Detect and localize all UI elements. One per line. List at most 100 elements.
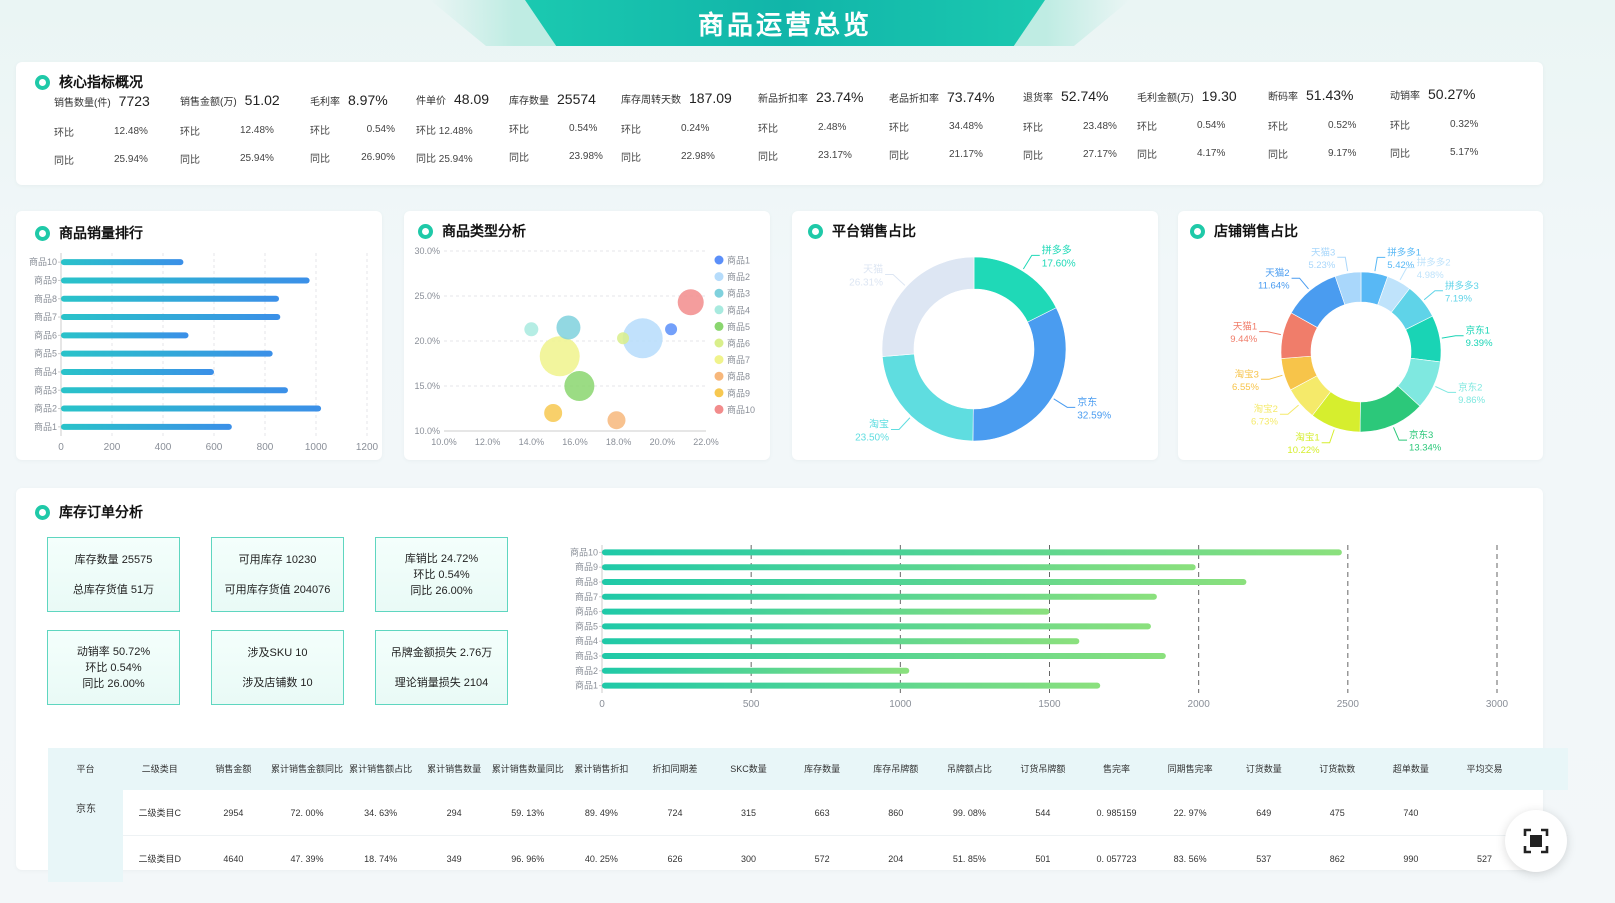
stat-line-1: 吊牌金额损失 2.76万 (390, 646, 493, 659)
slice-name-label: 淘宝3 (1235, 368, 1259, 380)
slice-name-label: 拼多多 (1042, 243, 1072, 256)
label-leader (1337, 256, 1349, 272)
y-tick-label: 商品2 (34, 403, 57, 414)
stat-line-2: 环比 0.54% (413, 568, 470, 581)
platform-share-chart: 拼多多 17.60% 京东 32.59% 淘宝 23.50% 天猫 26.31% (849, 243, 1111, 443)
label-leader (1374, 256, 1386, 272)
table-cell: 475 (1329, 807, 1345, 818)
kpi-hb-label: 环比 (1268, 121, 1288, 133)
bar (602, 579, 1247, 585)
table-header-cell: 累计销售数量 (427, 764, 482, 774)
bubble-point (607, 411, 626, 430)
table-header-cell: 同期售完率 (1167, 764, 1213, 774)
table-cell: 99. 08% (952, 807, 986, 818)
kpi-value: 25574 (557, 90, 596, 107)
type-analysis-title: 商品类型分析 (418, 221, 526, 241)
slice-value-label: 9.44% (1230, 334, 1257, 345)
kpi-tb-row: 同比 25.94% (54, 145, 164, 173)
label-leader (1291, 277, 1309, 290)
kpi-hb-row: 环比 0.54% (509, 115, 604, 143)
label-leader (1053, 398, 1076, 408)
kpi-hb-row: 环比 0.52% (1268, 111, 1363, 139)
table-header-cell: 累计销售额占比 (349, 764, 413, 774)
legend-label: 商品3 (727, 288, 750, 299)
kpi-hb-row: 环比 0.54% (1137, 112, 1242, 140)
inventory-title: 库存订单分析 (35, 502, 143, 522)
table-header: 平台 二级类目 销售金额 累计销售金额同比 累计销售额占比 累计销售数量 累计销售数量同比累… (48, 748, 1568, 790)
table-cell: 740 (1403, 807, 1419, 818)
table-header-cell: 累计销售折扣 (574, 764, 629, 774)
table-cell: 47. 39% (290, 854, 324, 864)
label-leader (1321, 429, 1335, 444)
kpi-item: 库存周转天数 187.09 环比 0.24% 同比 22.98% (621, 90, 732, 170)
kpi-tb-label: 同比 (1137, 150, 1157, 162)
kpi-item: 退货率 52.74% 环比 23.48% 同比 27.17% (1023, 88, 1123, 168)
x-tick-label: 1500 (1038, 699, 1061, 710)
stat-line-1: 库存数量 25575 (74, 553, 153, 566)
slice-name-label: 天猫1 (1233, 321, 1257, 333)
kpi-item: 毛利率 8.97% 环比 0.54% 同比 26.90% (310, 92, 395, 172)
kpi-label: 件单价 (416, 96, 446, 108)
table-cell: 40. 25% (584, 854, 618, 864)
kpi-hb-label: 环比 (1023, 122, 1043, 134)
bar (61, 295, 280, 302)
y-tick-label: 商品2 (575, 665, 598, 676)
legend-label: 商品5 (727, 321, 750, 332)
slice-name-label: 拼多多2 (1417, 257, 1451, 269)
kpi-hb-label: 环比 (180, 126, 200, 138)
sales-rank-title: 商品销量排行 (35, 223, 143, 243)
table-cell: 二级类目D (138, 854, 182, 864)
y-tick-label: 商品8 (34, 293, 57, 304)
kpi-item: 断码率 51.43% 环比 0.52% 同比 9.17% (1268, 87, 1363, 167)
kpi-hb-value: 0.54% (366, 124, 395, 136)
bar (602, 638, 1080, 645)
x-tick-label: 18.0% (606, 437, 632, 447)
x-tick-label: 2000 (1188, 699, 1211, 710)
fullscreen-icon (1523, 828, 1549, 854)
kpi-item: 销售数量(件) 7723 环比 12.48% 同比 25.94% (54, 93, 164, 173)
y-tick-label: 20.0% (414, 336, 440, 346)
inventory-bar-chart: 0 500 1000 1500 2000 2500 3000 商品1 商品2 商品3 商品4 商品5 商… (570, 545, 1509, 710)
kpi-tb-value: 25.94% (240, 152, 274, 164)
x-tick-label: 16.0% (562, 437, 588, 447)
table-cell: 0. 057723 (1096, 854, 1137, 864)
ring-icon (1190, 223, 1205, 239)
stat-line-2: 环比 0.54% (85, 661, 142, 674)
slice-value-label: 5.42% (1387, 260, 1414, 271)
slice-name-label: 拼多多3 (1445, 280, 1479, 292)
kpi-label: 库存周转天数 (621, 95, 681, 106)
kpi-main-row: 退货率 52.74% (1023, 88, 1123, 112)
kpi-hb-value: 23.48% (1083, 120, 1117, 132)
table-cell: 300 (741, 854, 757, 864)
kpi-hb-row: 环比 0.24% (621, 114, 731, 142)
ring-icon (418, 223, 433, 239)
kpi-value: 48.09 (454, 91, 490, 108)
fullscreen-button[interactable] (1505, 810, 1567, 872)
legend-marker (714, 288, 724, 298)
kpi-tb-row: 同比 5.17% (1390, 138, 1490, 166)
stat-line-2: 理论销量损失 2104 (394, 676, 489, 689)
legend-marker (714, 355, 724, 365)
table-cell: 663 (814, 807, 830, 818)
kpi-main-row: 新品折扣率 23.74% (758, 89, 873, 113)
slice-name-label: 淘宝2 (1254, 403, 1278, 415)
legend-marker (714, 321, 724, 331)
kpi-tb-label: 同比 (1023, 150, 1043, 162)
x-tick-label: 12.0% (475, 437, 501, 447)
kpi-hb-value: 0.54% (1197, 120, 1226, 132)
y-tick-label: 商品1 (575, 680, 598, 691)
kpi-value: 7723 (118, 93, 150, 109)
stat-line-1: 动销率 50.72% (76, 645, 151, 658)
stat-line-2: 涉及店铺数 10 (242, 676, 313, 689)
table-cell: 649 (1256, 807, 1272, 818)
bubble-point (677, 289, 704, 316)
kpi-main-row: 库存数量 25574 (509, 91, 604, 115)
stat-line-3: 同比 26.00% (82, 677, 145, 690)
bar (61, 277, 310, 284)
kpi-tb-value: 22.98% (681, 150, 715, 162)
bubble-point (622, 318, 663, 359)
kpi-tb-row: 同比 21.17% (889, 141, 1004, 169)
table-header-cell: 平均交易 (1466, 764, 1503, 774)
ring-icon (808, 223, 823, 239)
